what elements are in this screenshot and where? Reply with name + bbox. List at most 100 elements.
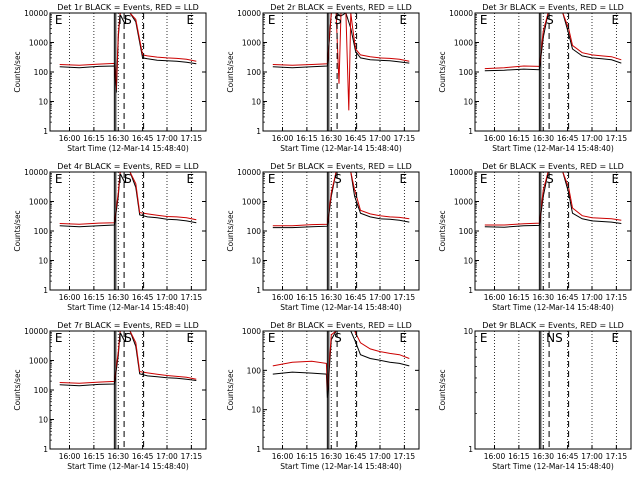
x-tick-label: 17:15 bbox=[394, 134, 416, 143]
series-lld-line bbox=[484, 13, 622, 70]
y-tick-label: 100 bbox=[247, 68, 262, 77]
y-tick-label: 1000 bbox=[242, 198, 261, 207]
x-tick-label: 16:45 bbox=[557, 293, 579, 302]
y-tick-label: 100 bbox=[459, 68, 474, 77]
x-tick-label: 16:00 bbox=[484, 452, 506, 461]
y-tick-label: 10000 bbox=[449, 168, 473, 177]
series-events-line bbox=[272, 13, 410, 69]
chart-title: Det 1r BLACK = Events, RED = LLD bbox=[57, 3, 199, 12]
segment-marker: E bbox=[268, 172, 276, 186]
segment-marker: E bbox=[480, 13, 488, 27]
chart-title: Det 5r BLACK = Events, RED = LLD bbox=[270, 162, 412, 171]
x-axis-label: Start Time (12-Mar-14 15:48:40) bbox=[492, 462, 614, 471]
x-tick-label: 16:00 bbox=[272, 293, 294, 302]
x-tick-label: 16:15 bbox=[508, 134, 530, 143]
segment-marker: N bbox=[118, 331, 127, 345]
y-tick-label: 10000 bbox=[449, 9, 473, 18]
y-axis-label: Counts/sec bbox=[438, 51, 447, 92]
y-tick-label: 10000 bbox=[24, 327, 48, 336]
y-tick-label: 10 bbox=[38, 416, 48, 425]
plot-frame bbox=[474, 171, 632, 291]
chart-title: Det 3r BLACK = Events, RED = LLD bbox=[482, 3, 624, 12]
series-lld-line bbox=[59, 13, 197, 90]
x-tick-label: 16:30 bbox=[532, 293, 554, 302]
segment-marker: E bbox=[612, 331, 620, 345]
y-tick-label: 1000 bbox=[454, 198, 473, 207]
series-lld-line bbox=[272, 172, 410, 227]
x-tick-label: 17:00 bbox=[369, 134, 391, 143]
y-tick-label: 1000 bbox=[242, 39, 261, 48]
plot-frame bbox=[262, 12, 420, 132]
x-tick-label: 16:15 bbox=[296, 452, 318, 461]
x-tick-label: 16:15 bbox=[296, 293, 318, 302]
y-tick-label: 10 bbox=[463, 257, 473, 266]
y-tick-label: 1 bbox=[468, 445, 473, 454]
y-tick-label: 1000 bbox=[29, 357, 48, 366]
x-tick-label: 16:15 bbox=[508, 293, 530, 302]
chart-title: Det 6r BLACK = Events, RED = LLD bbox=[482, 162, 624, 171]
x-tick-label: 16:00 bbox=[59, 293, 81, 302]
x-tick-label: 17:00 bbox=[581, 293, 603, 302]
y-axis-label: Counts/sec bbox=[226, 51, 235, 92]
x-tick-label: 17:15 bbox=[606, 134, 628, 143]
y-tick-label: 10 bbox=[463, 327, 473, 336]
chart-title: Det 9r BLACK = Events, RED = LLD bbox=[482, 321, 624, 330]
x-tick-label: 16:45 bbox=[132, 293, 154, 302]
x-tick-label: 17:15 bbox=[394, 452, 416, 461]
x-tick-label: 17:15 bbox=[606, 293, 628, 302]
x-tick-label: 17:15 bbox=[394, 293, 416, 302]
x-tick-label: 17:15 bbox=[606, 452, 628, 461]
plot-frame bbox=[262, 330, 420, 450]
segment-marker: N bbox=[118, 13, 127, 27]
x-tick-label: 17:15 bbox=[181, 452, 203, 461]
segment-marker: E bbox=[187, 13, 195, 27]
chart-title: Det 2r BLACK = Events, RED = LLD bbox=[270, 3, 412, 12]
x-axis-label: Start Time (12-Mar-14 15:48:40) bbox=[67, 144, 189, 153]
x-tick-label: 16:45 bbox=[345, 293, 367, 302]
segment-marker: E bbox=[400, 13, 408, 27]
plot-frame bbox=[49, 12, 207, 132]
series-events-line bbox=[272, 331, 410, 398]
y-axis-label: Counts/sec bbox=[226, 369, 235, 410]
x-tick-label: 17:00 bbox=[581, 134, 603, 143]
series-events-line bbox=[59, 13, 197, 93]
x-tick-label: 16:45 bbox=[557, 452, 579, 461]
y-axis-label: Counts/sec bbox=[13, 51, 22, 92]
x-tick-label: 17:00 bbox=[156, 452, 178, 461]
plot-frame bbox=[262, 171, 420, 291]
x-tick-label: 17:00 bbox=[581, 452, 603, 461]
segment-marker: E bbox=[400, 331, 408, 345]
x-tick-label: 16:30 bbox=[320, 134, 342, 143]
x-axis-label: Start Time (12-Mar-14 15:48:40) bbox=[280, 144, 402, 153]
x-axis-label: Start Time (12-Mar-14 15:48:40) bbox=[280, 462, 402, 471]
series-events-line bbox=[59, 172, 197, 228]
segment-marker: E bbox=[480, 331, 488, 345]
y-tick-label: 10 bbox=[463, 98, 473, 107]
series-lld-line bbox=[272, 331, 410, 391]
segment-marker: E bbox=[612, 172, 620, 186]
y-tick-label: 10 bbox=[38, 98, 48, 107]
x-tick-label: 16:45 bbox=[557, 134, 579, 143]
x-tick-label: 17:00 bbox=[156, 293, 178, 302]
segment-marker: S bbox=[334, 331, 342, 345]
x-tick-label: 16:15 bbox=[508, 452, 530, 461]
x-tick-label: 17:00 bbox=[369, 452, 391, 461]
segment-marker: E bbox=[55, 172, 63, 186]
segment-marker: S bbox=[334, 172, 342, 186]
segment-marker: S bbox=[124, 13, 132, 27]
series-events-line bbox=[484, 172, 622, 228]
x-tick-label: 16:30 bbox=[107, 293, 129, 302]
y-tick-label: 1 bbox=[256, 445, 261, 454]
y-tick-label: 1 bbox=[256, 127, 261, 136]
y-tick-label: 10000 bbox=[237, 168, 261, 177]
x-tick-label: 16:00 bbox=[484, 293, 506, 302]
x-tick-label: 16:45 bbox=[345, 452, 367, 461]
x-tick-label: 16:15 bbox=[296, 134, 318, 143]
x-axis-label: Start Time (12-Mar-14 15:48:40) bbox=[492, 144, 614, 153]
y-tick-label: 10 bbox=[251, 98, 261, 107]
y-tick-label: 1 bbox=[468, 286, 473, 295]
segment-marker: S bbox=[124, 172, 132, 186]
